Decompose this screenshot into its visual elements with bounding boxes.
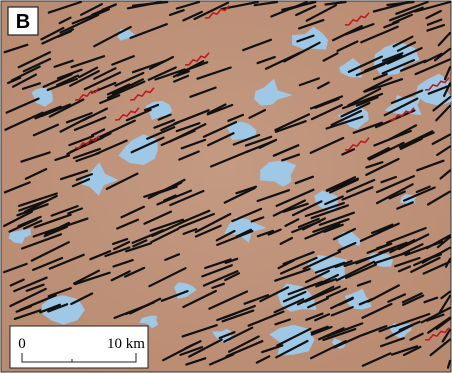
page: B 0 10 km (() => { const data = JSON.par… xyxy=(0,0,452,373)
map: B 0 10 km xyxy=(0,0,452,373)
panel-label: B xyxy=(16,11,30,33)
scale-start: 0 xyxy=(18,336,26,352)
scale-end: 10 km xyxy=(107,336,145,352)
